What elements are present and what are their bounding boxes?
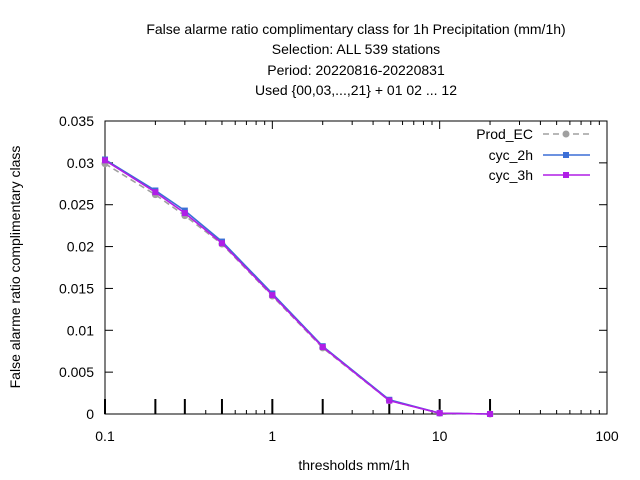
legend-marker <box>563 152 569 158</box>
legend-label: Prod_EC <box>476 126 533 142</box>
legend-label: cyc_3h <box>489 167 533 183</box>
data-point <box>487 411 494 417</box>
x-axis: 0.1 1 10 100 <box>95 121 619 444</box>
y-tick-label: 0.01 <box>67 322 94 338</box>
data-point <box>269 292 276 299</box>
data-point <box>386 397 393 404</box>
series-cyc_3h <box>102 157 494 417</box>
y-tick-label: 0 <box>86 406 94 422</box>
legend-marker <box>562 130 570 138</box>
data-point <box>436 410 443 417</box>
y-tick-label: 0.02 <box>67 239 94 255</box>
x-axis-label: thresholds mm/1h <box>298 457 409 473</box>
x-tick-label: 1 <box>268 428 276 444</box>
plot-area-frame <box>104 120 608 415</box>
data-point <box>218 240 225 247</box>
data-point <box>319 344 326 351</box>
data-point <box>102 157 108 164</box>
y-tick-label: 0.035 <box>59 113 94 129</box>
y-axis-label: False alarme ratio complimentary class <box>7 146 23 389</box>
title-line-4: Used {00,03,...,21} + 01 02 ... 12 <box>255 82 457 98</box>
title-line-2: Selection: ALL 539 stations <box>272 41 440 57</box>
chart-title: False alarme ratio complimentary class f… <box>146 21 565 98</box>
data-point <box>152 189 159 196</box>
series-layer <box>101 156 494 418</box>
x-tick-label: 0.1 <box>95 428 115 444</box>
legend-marker <box>563 172 569 178</box>
y-tick-label: 0.005 <box>59 364 94 380</box>
x-tick-label: 10 <box>432 428 448 444</box>
legend: Prod_EC cyc_2h cyc_3h <box>476 126 590 183</box>
data-point <box>181 210 188 217</box>
y-tick-label: 0.03 <box>67 155 94 171</box>
x-tick-label: 100 <box>595 428 619 444</box>
y-axis: 0 0.005 0.01 0.015 0.02 0.025 0.03 0.035 <box>59 113 607 422</box>
series-line <box>104 159 491 415</box>
series-line <box>104 163 491 415</box>
title-line-3: Period: 20220816-20220831 <box>267 62 445 78</box>
y-tick-label: 0.015 <box>59 280 94 296</box>
y-tick-label: 0.025 <box>59 197 94 213</box>
legend-label: cyc_2h <box>489 147 533 163</box>
title-line-1: False alarme ratio complimentary class f… <box>146 21 565 37</box>
series-Prod_EC <box>101 160 494 418</box>
